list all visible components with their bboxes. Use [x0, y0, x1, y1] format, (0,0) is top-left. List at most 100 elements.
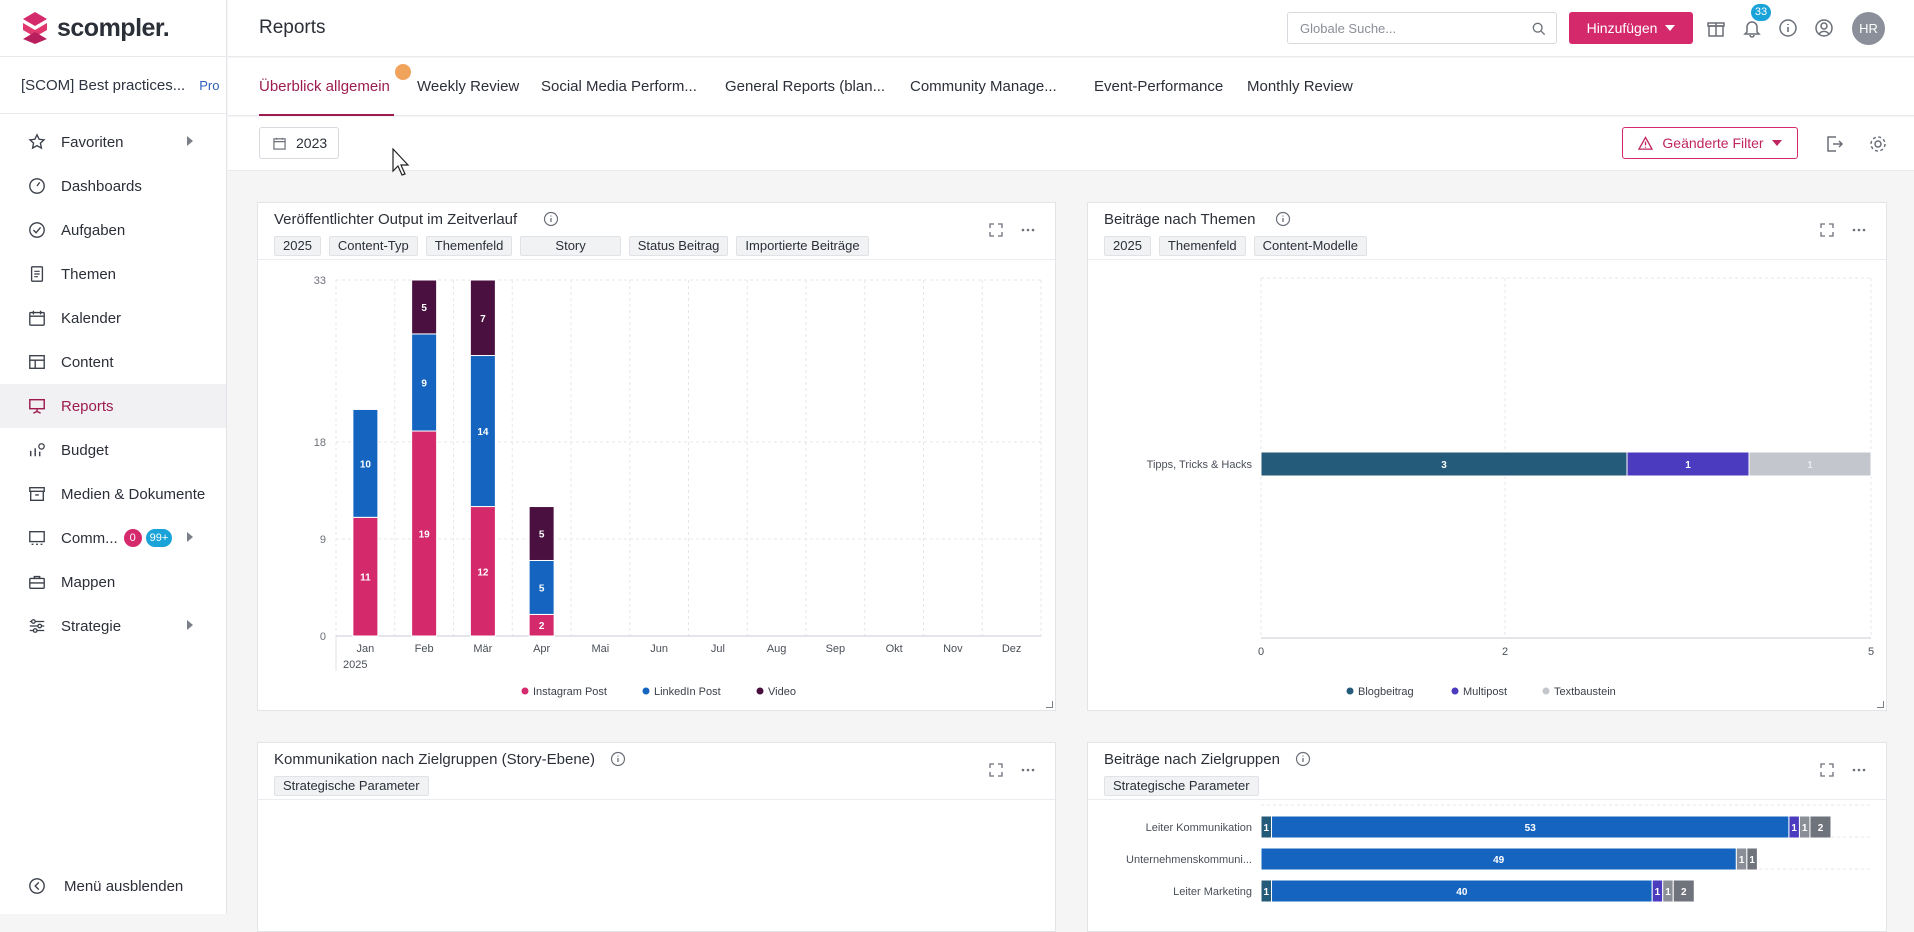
sidebar-item-medien[interactable]: Medien & Dokumente [0, 472, 226, 516]
y-tick-label: 18 [314, 437, 326, 449]
expand-icon[interactable] [989, 763, 1003, 777]
x-tick-label: 0 [1258, 646, 1264, 658]
filter-chip[interactable]: Status Beitrag [628, 236, 729, 256]
bell-icon[interactable] [1742, 18, 1762, 38]
org-switcher[interactable]: [SCOM] Best practices... Pro [0, 57, 226, 114]
card-header: Kommunikation nach Zielgruppen (Story-Eb… [258, 743, 1055, 800]
filter-chip[interactable]: Themenfeld [425, 236, 513, 256]
gauge-icon [29, 178, 45, 194]
filter-chip[interactable]: Strategische Parameter [1104, 776, 1259, 796]
info-icon[interactable] [1295, 751, 1311, 767]
output-bar-chart: 0 9 18 33 Jan 11 10 Feb 19 9 5 Mär 12 14 7 Apr 2 5 5 Mai Jun… [314, 275, 1042, 698]
tab-weekly-review[interactable]: Weekly Review [417, 78, 520, 95]
bar-value-label: 19 [419, 530, 431, 541]
bar-value-label: 5 [421, 303, 427, 314]
bar-value-label: 1 [1685, 460, 1691, 471]
sidebar-item-aufgaben[interactable]: Aufgaben [0, 208, 226, 252]
user-circle-icon[interactable] [1814, 18, 1834, 38]
sidebar-item-strategie[interactable]: Strategie [0, 604, 226, 648]
document-icon [30, 266, 44, 282]
expand-icon[interactable] [1820, 763, 1834, 777]
bar-value-label: 1 [1263, 823, 1269, 834]
tab-community-management[interactable]: Community Manage... [910, 78, 1057, 95]
sidebar-item-dashboards[interactable]: Dashboards [0, 164, 226, 208]
info-icon[interactable] [610, 751, 626, 767]
filter-chip[interactable]: Content-Typ [328, 236, 418, 256]
search-icon [1532, 22, 1546, 36]
x-tick-label: Apr [533, 643, 550, 655]
filter-chip[interactable]: 2025 [1104, 236, 1151, 256]
bar-value-label: 1 [1791, 823, 1797, 834]
top-bar: Reports Globale Suche... Hinzufügen 33 H… [228, 0, 1914, 57]
more-icon[interactable] [1021, 763, 1035, 777]
sidebar-item-community[interactable]: Comm... 0 99+ [0, 516, 226, 560]
gift-icon[interactable] [1706, 18, 1726, 38]
legend-label: Multipost [1463, 686, 1507, 698]
legend-label: Video [768, 686, 796, 698]
sidebar-item-label: Reports [61, 397, 114, 415]
global-search-input[interactable]: Globale Suche... [1287, 12, 1557, 44]
add-button[interactable]: Hinzufügen [1569, 12, 1693, 44]
filter-chip[interactable]: Content-Modelle [1253, 236, 1367, 256]
org-name: [SCOM] Best practices... [21, 76, 186, 94]
info-icon[interactable] [1275, 211, 1291, 227]
tab-social-media-performance[interactable]: Social Media Perform... [541, 78, 697, 95]
bar-value-label: 2 [1681, 887, 1687, 898]
audiences-bar-chart: Leiter Kommunikation 1 53 1 1 2Unternehmensko… [1126, 804, 1871, 903]
info-icon[interactable] [543, 211, 559, 227]
user-avatar[interactable]: HR [1852, 12, 1885, 45]
filter-chip[interactable]: Importierte Beiträge [736, 236, 869, 256]
filter-chip[interactable]: Strategische Parameter [274, 776, 429, 796]
tab-general-reports[interactable]: General Reports (blan... [725, 78, 886, 95]
y-tick-label: 33 [314, 275, 326, 287]
output-over-time-card: Veröffentlichter Output im Zeitverlauf 2… [257, 202, 1056, 711]
app-logo[interactable]: scompler. [0, 0, 226, 57]
expand-icon[interactable] [989, 223, 1003, 237]
gear-icon[interactable] [1868, 134, 1888, 154]
filter-chip[interactable]: Story [520, 236, 621, 256]
bar-value-label: 53 [1525, 823, 1537, 834]
hide-menu-button[interactable]: Menü ausblenden [28, 877, 183, 895]
more-icon[interactable] [1021, 223, 1035, 237]
sidebar-item-kalender[interactable]: Kalender [0, 296, 226, 340]
bar-segment [1809, 815, 1832, 839]
star-icon [28, 133, 46, 150]
posts-by-audiences-card: Beiträge nach Zielgruppen Strategische P… [1087, 742, 1887, 932]
x-group-label: 2025 [343, 659, 367, 671]
changed-filter-button[interactable]: Geänderte Filter [1622, 127, 1798, 159]
resize-handle[interactable] [1046, 701, 1053, 708]
bar-segment [352, 516, 379, 637]
tab-monthly-review[interactable]: Monthly Review [1247, 78, 1353, 95]
bar-value-label: 10 [360, 459, 372, 470]
chevron-right-icon [187, 620, 193, 630]
export-icon[interactable] [1824, 134, 1844, 154]
sidebar-item-favoriten[interactable]: Favoriten [0, 120, 226, 164]
more-icon[interactable] [1852, 223, 1866, 237]
x-tick-label: Okt [886, 643, 903, 655]
card-header: Beiträge nach Themen 2025 Themenfeld Con… [1088, 203, 1886, 260]
resize-handle[interactable] [1877, 701, 1884, 708]
card-actions [1820, 223, 1866, 237]
year-filter-button[interactable]: 2023 [259, 127, 339, 159]
legend-marker [1451, 687, 1459, 695]
x-tick-label: Nov [943, 643, 963, 655]
sidebar-item-reports[interactable]: Reports [0, 384, 226, 428]
card-actions [1820, 763, 1866, 777]
filter-chips: 2025 Themenfeld Content-Modelle [1104, 236, 1367, 256]
legend-label: LinkedIn Post [654, 686, 721, 698]
filter-chip[interactable]: Themenfeld [1158, 236, 1246, 256]
bar-segment [411, 430, 438, 637]
tab-ueberblick-allgemein[interactable]: Überblick allgemein [259, 78, 390, 95]
expand-icon[interactable] [1820, 223, 1834, 237]
more-icon[interactable] [1852, 763, 1866, 777]
sidebar-item-themen[interactable]: Themen [0, 252, 226, 296]
info-icon[interactable] [1778, 18, 1798, 38]
bar-value-label: 1 [1739, 855, 1745, 866]
legend-marker [1346, 687, 1354, 695]
sidebar-item-budget[interactable]: Budget [0, 428, 226, 472]
filter-chip[interactable]: 2025 [274, 236, 321, 256]
sidebar-item-mappen[interactable]: Mappen [0, 560, 226, 604]
tab-event-performance[interactable]: Event-Performance [1094, 78, 1224, 95]
bar-value-label: 40 [1456, 887, 1468, 898]
sidebar-item-content[interactable]: Content [0, 340, 226, 384]
